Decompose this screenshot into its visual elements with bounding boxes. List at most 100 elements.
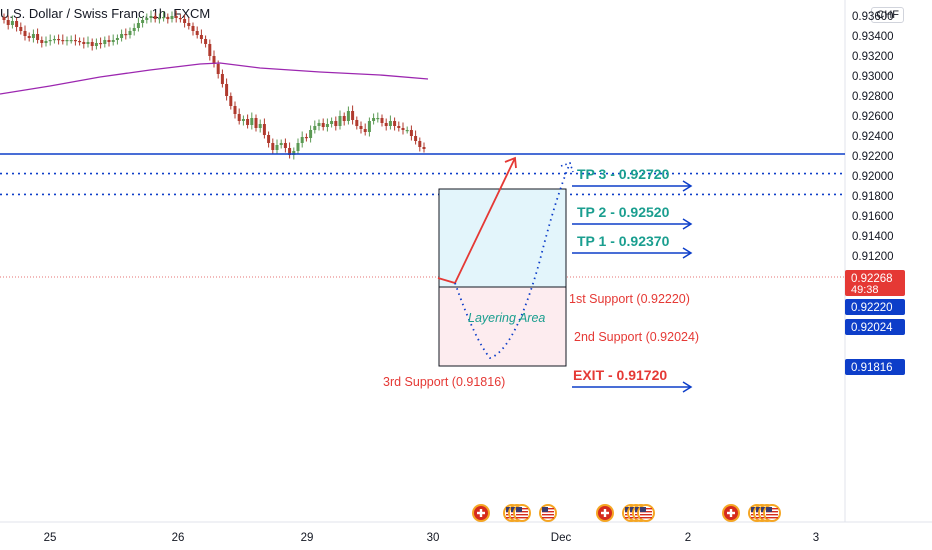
- price-tick-label: 0.92600: [852, 111, 894, 123]
- candle-body: [262, 124, 266, 135]
- candle-body: [372, 118, 376, 121]
- candle-body: [246, 119, 250, 125]
- price-tag: [845, 270, 905, 296]
- support-label: 3rd Support (0.91816): [383, 375, 505, 389]
- price-tag-value: 0.92024: [851, 322, 893, 334]
- candle-body: [36, 34, 40, 40]
- candle-body: [153, 16, 157, 19]
- candle-body: [271, 143, 275, 150]
- us-flag-stripe: [640, 514, 652, 516]
- take-profit-label: TP 1 - 0.92370: [577, 233, 670, 249]
- candle-body: [351, 111, 355, 120]
- candle-body: [342, 116, 346, 121]
- candle-body: [115, 38, 119, 40]
- time-tick-label: 30: [427, 532, 440, 544]
- candle-body: [267, 135, 271, 143]
- candle-body: [275, 145, 279, 150]
- candle-body: [283, 143, 287, 148]
- candle-body: [107, 40, 111, 42]
- us-flag-canton: [542, 507, 548, 512]
- time-tick-label: 29: [301, 532, 314, 544]
- candle-body: [40, 40, 44, 43]
- candle-body: [52, 39, 56, 41]
- take-profit-label: TP 2 - 0.92520: [577, 204, 670, 220]
- time-tick-label: 2: [685, 532, 691, 544]
- candle-body: [237, 114, 241, 121]
- candle-body: [330, 121, 334, 124]
- candle-body: [393, 121, 397, 126]
- us-flag-icon[interactable]: [539, 504, 557, 522]
- ch-flag-icon[interactable]: [472, 504, 490, 522]
- ch-cross-v: [479, 509, 483, 517]
- price-tag-value: 0.92268: [851, 273, 893, 285]
- candle-body: [170, 16, 174, 19]
- us-flag-canton: [516, 507, 522, 512]
- candle-body: [321, 123, 325, 127]
- candle-body: [216, 64, 220, 74]
- candle-body: [141, 20, 145, 23]
- price-tag-countdown: 49:38: [851, 284, 879, 296]
- candle-body: [363, 129, 367, 132]
- take-profit-arrowhead: [682, 180, 693, 192]
- candles-group: [2, 10, 426, 160]
- candle-body: [187, 23, 191, 26]
- us-flag-icon[interactable]: [637, 504, 655, 522]
- candle-body: [384, 123, 388, 126]
- us-flag-stripe: [542, 517, 554, 519]
- support-label: 1st Support (0.92220): [569, 292, 690, 306]
- candle-body: [145, 18, 149, 20]
- candle-body: [111, 40, 115, 42]
- candle-body: [388, 121, 392, 126]
- us-flag-icon[interactable]: [513, 504, 531, 522]
- us-flag-icon[interactable]: [763, 504, 781, 522]
- candle-body: [220, 74, 224, 84]
- candle-body: [128, 31, 132, 35]
- candle-body: [229, 96, 233, 106]
- candle-body: [124, 34, 128, 36]
- price-tick-label: 0.91600: [852, 211, 894, 223]
- us-flag-stripe: [640, 517, 652, 519]
- moving-average-line: [0, 62, 429, 95]
- candle-body: [69, 40, 73, 42]
- candle-body: [132, 28, 136, 31]
- exit-arrowhead: [682, 381, 693, 393]
- us-flag-stripe: [516, 517, 528, 519]
- price-tick-label: 0.91400: [852, 231, 894, 243]
- candle-body: [405, 130, 409, 132]
- price-tick-label: 0.91800: [852, 191, 894, 203]
- candle-body: [61, 40, 65, 42]
- candle-body: [195, 31, 199, 35]
- currency-selector[interactable]: CHF: [871, 7, 904, 23]
- candle-body: [149, 16, 153, 18]
- candle-body: [103, 40, 107, 44]
- us-flag-stripe: [766, 517, 778, 519]
- time-tick-label: Dec: [551, 532, 572, 544]
- price-tag-value: 0.92220: [851, 302, 893, 314]
- candle-body: [166, 17, 170, 19]
- candle-body: [279, 143, 283, 145]
- candle-body: [178, 18, 182, 20]
- ch-flag-icon[interactable]: [596, 504, 614, 522]
- candle-body: [212, 56, 216, 64]
- candle-body: [359, 126, 363, 129]
- candle-body: [414, 136, 418, 141]
- candle-body: [162, 17, 166, 19]
- ch-flag-icon[interactable]: [722, 504, 740, 522]
- candle-body: [401, 128, 405, 130]
- candle-body: [338, 116, 342, 126]
- candle-body: [10, 21, 14, 25]
- take-profit-arrowhead: [682, 247, 693, 259]
- candle-body: [15, 21, 19, 27]
- price-tick-label: 0.93000: [852, 71, 894, 83]
- candle-body: [334, 121, 338, 126]
- ch-cross-v: [603, 509, 607, 517]
- price-tag: [845, 319, 905, 335]
- take-profit-arrowhead: [682, 218, 693, 230]
- candle-body: [208, 44, 212, 56]
- projected-arrowhead: [560, 161, 574, 173]
- price-tick-label: 0.93400: [852, 31, 894, 43]
- price-tag-value: 0.91816: [851, 362, 893, 374]
- us-flag-stripe: [542, 514, 554, 516]
- candle-body: [86, 42, 90, 44]
- us-flag-canton: [640, 507, 646, 512]
